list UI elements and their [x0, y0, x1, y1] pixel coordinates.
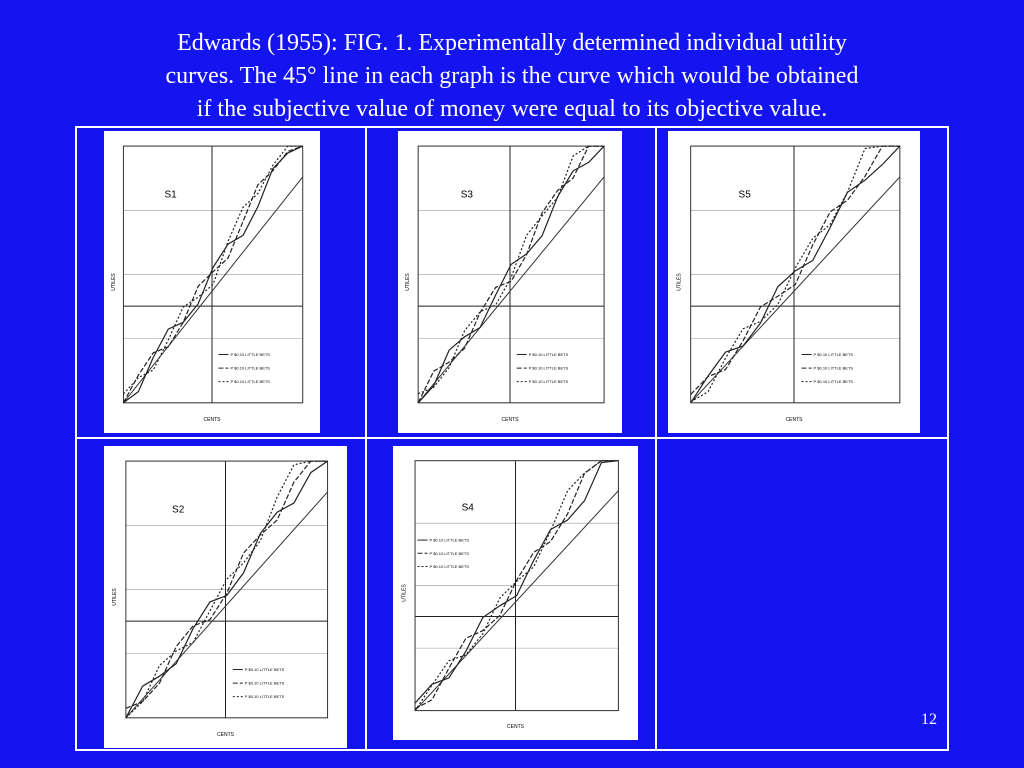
- x-axis-label: CENTS: [507, 724, 525, 730]
- diagonal-45: [125, 491, 328, 719]
- utility-curve: [690, 145, 900, 403]
- legend-text: P $0.10 LITTLE BETS: [529, 379, 569, 384]
- y-axis-label: UTILES: [677, 273, 683, 291]
- utility-curve: [122, 145, 303, 395]
- diagonal-45: [123, 176, 304, 404]
- utility-curve: [125, 460, 328, 719]
- diagonal-45: [690, 176, 901, 404]
- x-axis-label: CENTS: [217, 732, 235, 738]
- diagonal-45: [414, 490, 619, 711]
- page-number: 12: [921, 711, 937, 728]
- figure-panel: S1 UTILES CENTS P $0.10 LITTLE BETS P $0.10 …: [104, 131, 320, 433]
- legend-text: P $0.10 LITTLE BETS: [230, 352, 270, 357]
- table-grid: [75, 126, 949, 751]
- utility-curve: [417, 145, 605, 404]
- x-axis-label: CENTS: [502, 417, 520, 423]
- legend-text: P $0.10 LITTLE BETS: [245, 667, 285, 672]
- y-axis-label: UTILES: [401, 584, 407, 602]
- panel-label: S4: [462, 503, 475, 514]
- diagonal-45: [417, 176, 605, 404]
- legend-text: P $0.10 LITTLE BETS: [430, 538, 470, 543]
- figure-panel: S2 UTILES CENTS P $0.10 LITTLE BETS P $0.10 …: [104, 446, 347, 748]
- utility-curve: [690, 145, 900, 395]
- legend-text: P $0.10 LITTLE BETS: [430, 564, 470, 569]
- legend-text: P $0.10 LITTLE BETS: [814, 366, 854, 371]
- y-axis-label: UTILES: [405, 273, 411, 291]
- panel-frame: [417, 145, 605, 404]
- legend-text: P $0.10 LITTLE BETS: [245, 694, 285, 699]
- utility-curve: [125, 460, 328, 709]
- panel-label: S1: [164, 189, 177, 200]
- y-axis-label: UTILES: [112, 588, 118, 606]
- utility-curve: [414, 460, 619, 710]
- panel-frame: [414, 460, 619, 712]
- legend-text: P $0.10 LITTLE BETS: [230, 379, 270, 384]
- utility-curve: [414, 460, 619, 704]
- y-axis-label: UTILES: [111, 273, 117, 291]
- utility-curve: [417, 145, 605, 395]
- panel-label: S3: [461, 189, 474, 200]
- legend-text: P $0.10 LITTLE BETS: [814, 379, 854, 384]
- panel-frame: [122, 145, 304, 404]
- panel-label: S2: [172, 504, 185, 515]
- title-line: Edwards (1955): FIG. 1. Experimentally d…: [177, 30, 847, 56]
- utility-curve: [417, 145, 605, 404]
- figure-panel: S4 UTILES CENTS P $0.10 LITTLE BETS P $0.10 …: [393, 446, 638, 740]
- legend-text: P $0.10 LITTLE BETS: [529, 366, 569, 371]
- legend-text: P $0.10 LITTLE BETS: [529, 352, 569, 357]
- figure-panel: S5 UTILES CENTS P $0.10 LITTLE BETS P $0.10 …: [668, 131, 920, 433]
- legend-text: P $0.10 LITTLE BETS: [245, 681, 285, 686]
- panel-frame: [690, 145, 901, 404]
- title-line: if the subjective value of money were eq…: [197, 96, 827, 122]
- title-line: curves. The 45° line in each graph is th…: [166, 63, 859, 89]
- figure-panel: S3 UTILES CENTS P $0.10 LITTLE BETS P $0.10 …: [398, 131, 622, 433]
- x-axis-label: CENTS: [204, 417, 222, 423]
- utility-curve: [123, 145, 303, 404]
- legend-text: P $0.10 LITTLE BETS: [814, 352, 854, 357]
- legend-text: P $0.10 LITTLE BETS: [230, 366, 270, 371]
- utility-curve: [414, 460, 619, 711]
- x-axis-label: CENTS: [786, 417, 804, 423]
- panel-frame: [125, 460, 329, 719]
- legend-text: P $0.10 LITTLE BETS: [430, 551, 470, 556]
- utility-curve: [690, 145, 901, 404]
- utility-curve: [122, 145, 303, 404]
- panel-label: S5: [739, 189, 752, 200]
